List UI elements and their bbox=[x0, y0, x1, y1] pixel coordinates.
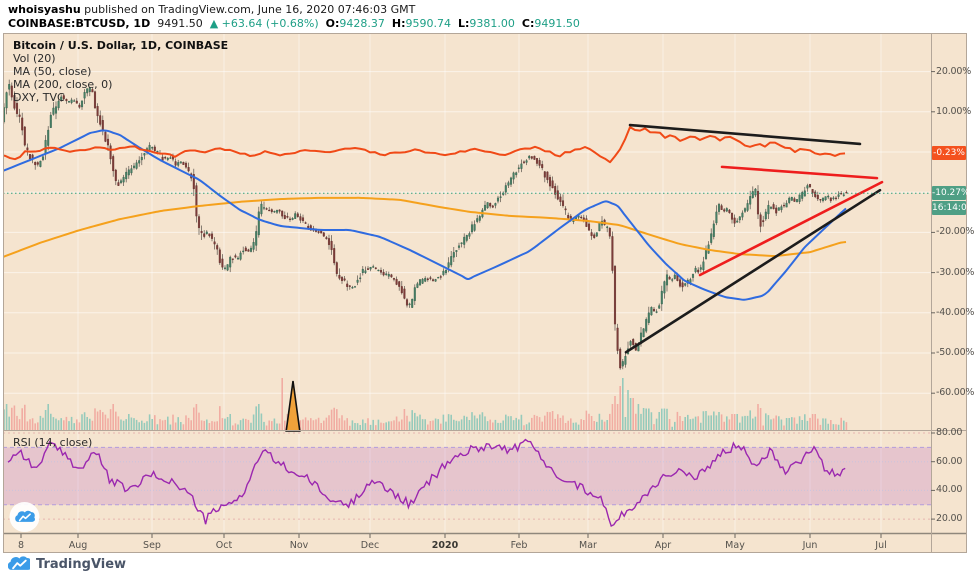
legend-ma200: MA (200, close, 0) bbox=[13, 78, 113, 91]
rsi-axis-label: 80.00 bbox=[936, 427, 963, 438]
legend-symbol-title: Bitcoin / U.S. Dollar, 1D, COINBASE bbox=[13, 39, 229, 52]
legend-ma50: MA (50, close) bbox=[13, 65, 92, 78]
time-axis-label: Nov bbox=[289, 540, 309, 551]
price-axis-label: -40.00% bbox=[936, 307, 975, 318]
chart-legend: Bitcoin / U.S. Dollar, 1D, COINBASE Vol … bbox=[13, 39, 228, 104]
time-axis-label: Oct bbox=[215, 540, 233, 551]
bar-countdown-badge: 16:14:00 bbox=[932, 201, 973, 215]
symbol-ohlc-line: COINBASE:BTCUSD, 1D 9491.50 ▲ +63.64 (+0… bbox=[8, 17, 580, 30]
symbol-name: COINBASE:BTCUSD, 1D bbox=[8, 17, 151, 30]
rsi-axis-label: 20.00 bbox=[936, 513, 963, 524]
time-axis-label: Sep bbox=[143, 540, 161, 551]
price-axis-label: -30.00% bbox=[936, 267, 975, 278]
legend-volume: Vol (20) bbox=[13, 52, 56, 65]
time-axis-label: Dec bbox=[360, 540, 380, 551]
price-axis-label: -50.00% bbox=[936, 347, 975, 358]
legend-dxy: DXY, TVC bbox=[13, 91, 65, 104]
dxy-line bbox=[3, 126, 846, 164]
low-label: L: bbox=[457, 17, 470, 30]
price-axis-label: 10.00% bbox=[936, 106, 972, 117]
ma200-line bbox=[3, 196, 847, 259]
rsi-axis-label: 60.00 bbox=[936, 456, 963, 467]
time-axis-label: 2020 bbox=[431, 540, 459, 551]
open-label: O: bbox=[325, 17, 340, 30]
price-axis-label: -60.00% bbox=[936, 387, 975, 398]
time-axis-label: 8 bbox=[17, 540, 25, 551]
open-value: 9428.37 bbox=[339, 17, 385, 30]
brand-name[interactable]: TradingView bbox=[36, 556, 127, 572]
price-change: ▲ +63.64 (+0.68%) bbox=[209, 17, 319, 30]
time-axis-label: Aug bbox=[68, 540, 88, 551]
time-axis-label: Jun bbox=[802, 540, 818, 551]
high-value: 9590.74 bbox=[405, 17, 451, 30]
high-label: H: bbox=[391, 17, 406, 30]
author-name[interactable]: whoisyashu bbox=[8, 3, 81, 16]
chart-background bbox=[3, 33, 967, 553]
price-axis-label: -20.00% bbox=[936, 226, 975, 237]
candlesticks bbox=[3, 79, 848, 370]
btc-last-badge: -10.27% bbox=[932, 186, 970, 200]
footer: TradingView bbox=[8, 556, 126, 572]
trendline-drawings[interactable] bbox=[624, 123, 884, 354]
dxy-last-badge: -0.23% bbox=[932, 146, 966, 160]
rsi-legend: RSI (14, close) bbox=[13, 436, 93, 449]
price-axis-label: 20.00% bbox=[936, 66, 972, 77]
chart-widget[interactable] bbox=[3, 33, 967, 553]
publish-text: published on TradingView.com, June 16, 2… bbox=[80, 3, 416, 16]
tradingview-watermark-icon bbox=[9, 502, 40, 532]
rsi-axis-label: 40.00 bbox=[936, 484, 963, 495]
time-axis-label: Mar bbox=[579, 540, 597, 551]
time-axis-label: Jul bbox=[875, 540, 887, 551]
close-value: 9491.50 bbox=[534, 17, 580, 30]
close-label: C: bbox=[521, 17, 535, 30]
time-axis-label: May bbox=[725, 540, 745, 551]
price-chart[interactable] bbox=[3, 33, 967, 553]
tradingview-logo-icon[interactable] bbox=[8, 556, 30, 572]
volume-bars bbox=[3, 378, 848, 430]
time-axis-label: Feb bbox=[510, 540, 528, 551]
rsi-line bbox=[7, 438, 846, 527]
low-value: 9381.00 bbox=[469, 17, 515, 30]
pane-borders bbox=[3, 33, 967, 553]
rsi-band bbox=[3, 432, 931, 520]
time-axis-label: Apr bbox=[654, 540, 672, 551]
publish-info: whoisyashu published on TradingView.com,… bbox=[8, 3, 415, 16]
last-price: 9491.50 bbox=[157, 17, 203, 30]
